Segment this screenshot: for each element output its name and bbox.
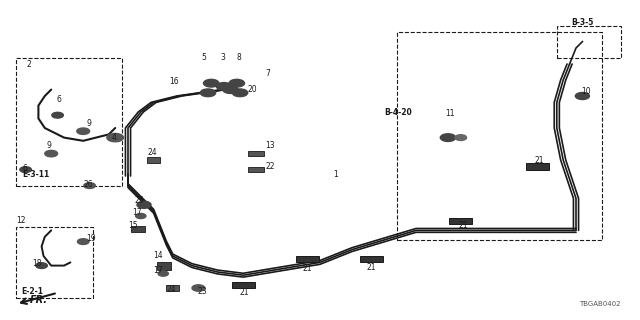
Text: 23: 23 <box>197 287 207 296</box>
Text: 21: 21 <box>302 264 312 273</box>
Text: 1: 1 <box>333 170 337 179</box>
Bar <box>16 58 122 186</box>
Text: 17: 17 <box>154 266 163 275</box>
Circle shape <box>455 135 467 140</box>
Circle shape <box>45 150 58 157</box>
Text: 24: 24 <box>166 285 176 294</box>
Text: 16: 16 <box>170 77 179 86</box>
Circle shape <box>216 83 232 90</box>
Circle shape <box>77 128 90 134</box>
Text: 21: 21 <box>534 156 544 165</box>
Text: 12: 12 <box>16 216 26 225</box>
Bar <box>166 285 179 291</box>
Text: 22: 22 <box>266 162 275 171</box>
Circle shape <box>204 79 219 87</box>
Text: 25: 25 <box>134 196 144 204</box>
Circle shape <box>36 263 47 268</box>
Bar <box>248 167 264 172</box>
Text: 4: 4 <box>112 133 117 142</box>
Text: 6: 6 <box>56 95 61 104</box>
Bar <box>397 32 602 240</box>
Text: B-3-5: B-3-5 <box>571 18 593 27</box>
Bar <box>526 163 549 170</box>
Text: 21: 21 <box>240 288 250 297</box>
Text: 3: 3 <box>221 53 226 62</box>
Text: 10: 10 <box>581 87 591 96</box>
Circle shape <box>200 89 216 97</box>
Text: 6: 6 <box>22 164 28 172</box>
Bar <box>557 26 621 58</box>
Text: 8: 8 <box>237 53 241 62</box>
Text: TBGAB0402: TBGAB0402 <box>579 301 621 307</box>
Bar <box>131 226 145 232</box>
Text: 21: 21 <box>366 263 376 272</box>
Bar <box>449 218 472 224</box>
Text: FR.: FR. <box>29 295 47 305</box>
Text: 14: 14 <box>154 252 163 260</box>
Text: 21: 21 <box>458 221 468 230</box>
Text: B-4-20: B-4-20 <box>384 108 412 116</box>
Bar <box>147 157 160 163</box>
Text: E-3-11: E-3-11 <box>22 170 50 179</box>
Bar <box>232 282 255 288</box>
Bar <box>157 262 171 270</box>
Circle shape <box>229 79 244 87</box>
Bar <box>296 256 319 262</box>
Text: 11: 11 <box>445 109 454 118</box>
Text: 13: 13 <box>266 141 275 150</box>
Text: 15: 15 <box>128 221 138 230</box>
Text: 24: 24 <box>147 148 157 156</box>
Circle shape <box>192 285 205 291</box>
Bar <box>16 227 93 298</box>
Text: 9: 9 <box>46 141 51 150</box>
Circle shape <box>158 271 168 276</box>
Circle shape <box>232 89 248 97</box>
Circle shape <box>20 167 31 172</box>
Text: 26: 26 <box>83 180 93 188</box>
Text: 19: 19 <box>86 234 96 243</box>
Bar <box>360 256 383 262</box>
Text: 2: 2 <box>27 60 31 68</box>
Circle shape <box>77 239 89 244</box>
Circle shape <box>137 201 151 208</box>
Circle shape <box>223 86 238 93</box>
Circle shape <box>107 133 124 142</box>
Text: 9: 9 <box>86 119 92 128</box>
Text: E-2-1: E-2-1 <box>21 287 43 296</box>
Text: 7: 7 <box>266 69 271 78</box>
Circle shape <box>52 112 63 118</box>
Text: 18: 18 <box>32 260 42 268</box>
Circle shape <box>136 213 146 219</box>
Text: 5: 5 <box>202 53 207 62</box>
Circle shape <box>575 92 589 100</box>
Circle shape <box>84 183 95 188</box>
Circle shape <box>440 134 456 141</box>
Text: 17: 17 <box>132 208 142 217</box>
Bar <box>248 151 264 156</box>
Text: 20: 20 <box>248 85 257 94</box>
